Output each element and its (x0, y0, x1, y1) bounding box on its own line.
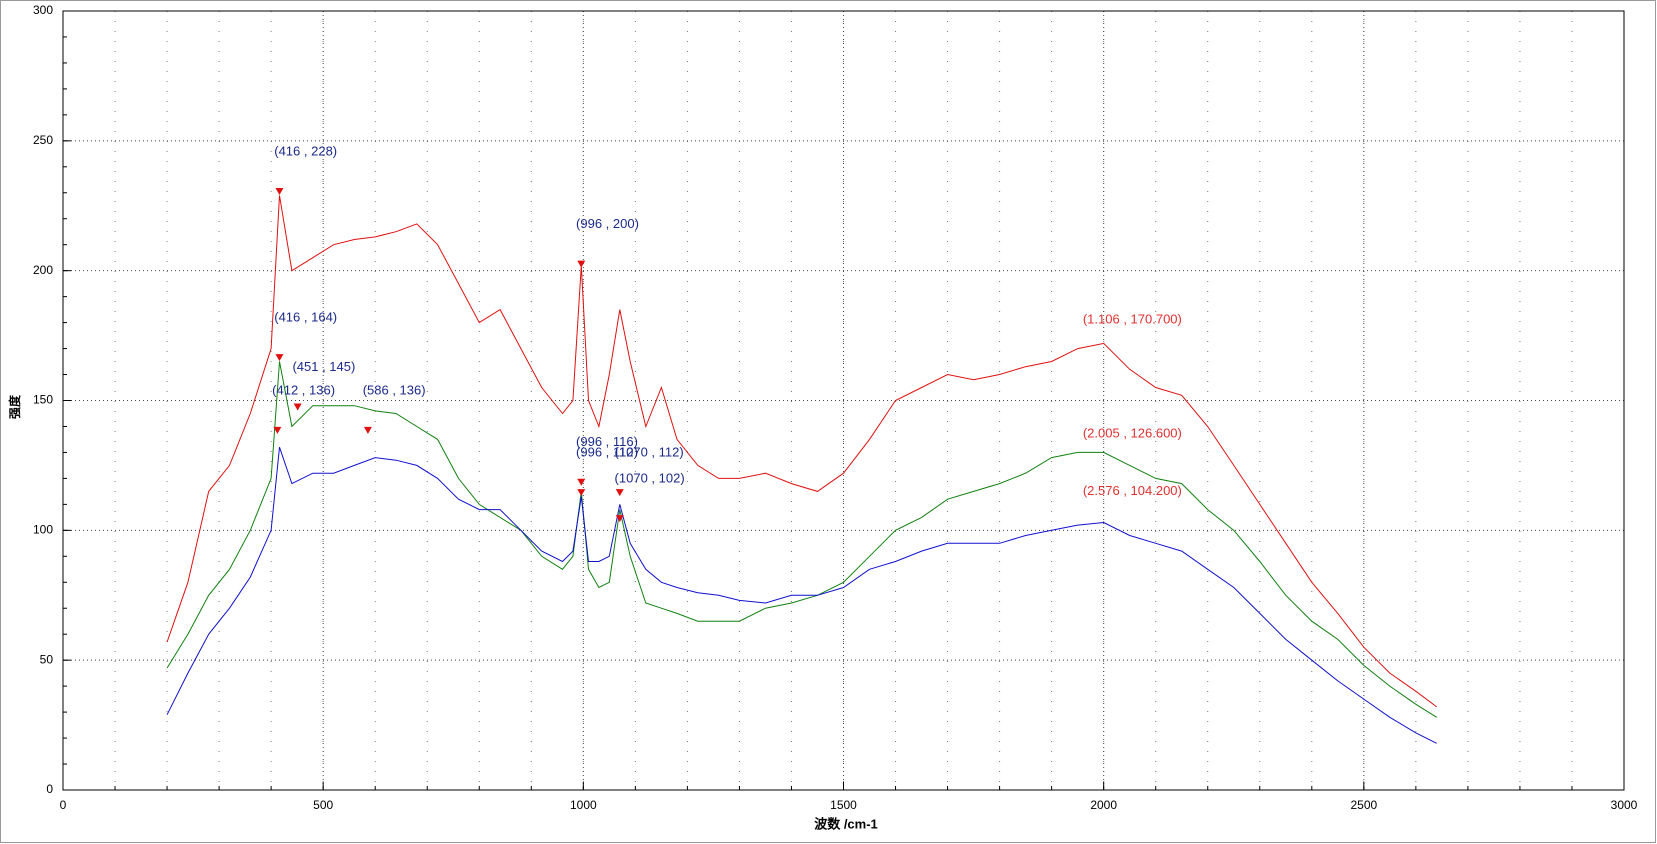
peak-marker (577, 260, 586, 268)
peak-marker (577, 489, 586, 497)
y-tick-label: 50 (40, 652, 54, 666)
annotation: (1.106 , 170.700) (1083, 311, 1182, 326)
y-tick-label: 300 (33, 3, 53, 17)
peak-marker (275, 354, 284, 362)
annotation: (2.576 , 104.200) (1083, 483, 1182, 498)
peak-marker (273, 426, 282, 434)
annotation: (416 , 164) (274, 310, 337, 325)
x-tick-label: 0 (60, 798, 67, 812)
peak-marker (293, 403, 302, 411)
x-tick-label: 3000 (1611, 798, 1638, 812)
annotation: (451 , 145) (292, 359, 355, 374)
annotation: (2.005 , 126.600) (1083, 426, 1182, 441)
peak-marker (577, 478, 586, 486)
y-tick-label: 0 (46, 782, 53, 796)
series-line (166, 447, 1437, 744)
y-axis-label: 强度 (7, 394, 22, 419)
annotation: (1070 , 112) (615, 445, 684, 460)
x-tick-label: 1000 (570, 798, 597, 812)
x-tick-label: 500 (313, 798, 333, 812)
series-line (166, 195, 1437, 708)
y-tick-label: 200 (33, 263, 53, 277)
x-tick-label: 2000 (1090, 798, 1117, 812)
y-tick-label: 100 (33, 523, 53, 537)
plot-border (62, 10, 1625, 791)
x-axis-label: 波数 /cm-1 (814, 816, 878, 831)
series-line (166, 361, 1437, 718)
annotation: (996 , 116) (576, 434, 638, 449)
x-tick-label: 1500 (830, 798, 857, 812)
peak-marker (363, 426, 372, 434)
annotation: (586 , 136) (363, 382, 426, 397)
annotation: (996 , 112) (576, 445, 638, 460)
annotation: (996 , 200) (576, 216, 639, 231)
x-tick-label: 2500 (1350, 798, 1377, 812)
peak-marker (275, 187, 284, 195)
y-tick-label: 150 (33, 393, 53, 407)
annotation: (1070 , 102) (615, 471, 685, 486)
annotation: (412 , 136) (272, 382, 335, 397)
annotation: (416 , 228) (274, 143, 337, 158)
y-tick-label: 250 (33, 133, 53, 147)
peak-marker (615, 515, 624, 523)
peak-marker (615, 489, 624, 497)
